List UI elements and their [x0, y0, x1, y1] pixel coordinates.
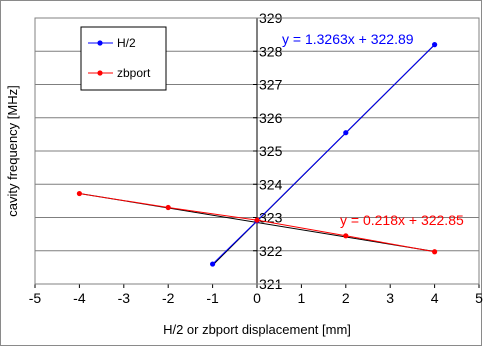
series-lines — [79, 44, 435, 265]
y-axis-label: cavity frequency [MHz] — [5, 85, 20, 217]
legend-marker-1 — [97, 70, 103, 76]
series-1-segment-2 — [256, 219, 346, 237]
x-tick-label: 2 — [342, 290, 350, 306]
legend: H/2 zbport — [80, 26, 167, 91]
x-tick-label: 4 — [431, 290, 439, 306]
x-tick-label: -5 — [29, 290, 42, 306]
legend-box — [80, 26, 167, 91]
series-0-segment-0 — [212, 220, 258, 265]
series-1-segment-3 — [345, 235, 435, 253]
y-tick-label: 326 — [259, 110, 283, 126]
series-1-segment-1 — [168, 207, 258, 221]
x-tick-label: 0 — [253, 290, 261, 306]
y-tick-label: 324 — [259, 176, 283, 192]
series-0-point-2 — [343, 130, 349, 136]
series-0-segment-1 — [256, 132, 347, 222]
equation-label-1: y = 0.218x + 322.85 — [340, 212, 464, 228]
x-tick-label: -2 — [162, 290, 175, 306]
x-tick-label: 3 — [386, 290, 394, 306]
y-tick-label: 328 — [259, 43, 283, 59]
trendline-equations: y = 1.3263x + 322.89 y = 0.218x + 322.85 — [282, 31, 464, 228]
series-0-segment-2 — [345, 44, 435, 134]
series-1-segment-0 — [79, 193, 169, 209]
legend-label-0: H/2 — [117, 36, 136, 50]
legend-marker-0 — [97, 40, 103, 46]
series-1-point-4 — [432, 249, 438, 255]
legend-label-1: zbport — [117, 66, 151, 80]
y-tick-label: 322 — [259, 243, 283, 259]
x-tick-label: -4 — [73, 290, 86, 306]
plot-border — [34, 17, 480, 285]
series-1-point-2 — [254, 217, 260, 223]
x-axis-label: H/2 or zbport displacement [mm] — [163, 322, 351, 337]
x-tick-label: -1 — [206, 290, 219, 306]
series-0-point-0 — [210, 261, 216, 267]
data-points — [76, 42, 438, 267]
series-0-point-3 — [432, 42, 438, 48]
series-1-point-0 — [76, 190, 82, 197]
x-tick-label: 1 — [298, 290, 306, 306]
equation-label-0: y = 1.3263x + 322.89 — [282, 31, 414, 47]
x-axis: -5 -4 -3 -2 -1 0 1 2 3 4 5 — [29, 284, 483, 306]
y-tick-label: 325 — [259, 143, 283, 159]
series-1-point-3 — [343, 233, 349, 239]
y-tick-label: 327 — [259, 77, 283, 93]
x-tick-label: -3 — [118, 290, 131, 306]
x-tick-label: 5 — [475, 290, 483, 306]
series-1-point-1 — [165, 204, 171, 211]
